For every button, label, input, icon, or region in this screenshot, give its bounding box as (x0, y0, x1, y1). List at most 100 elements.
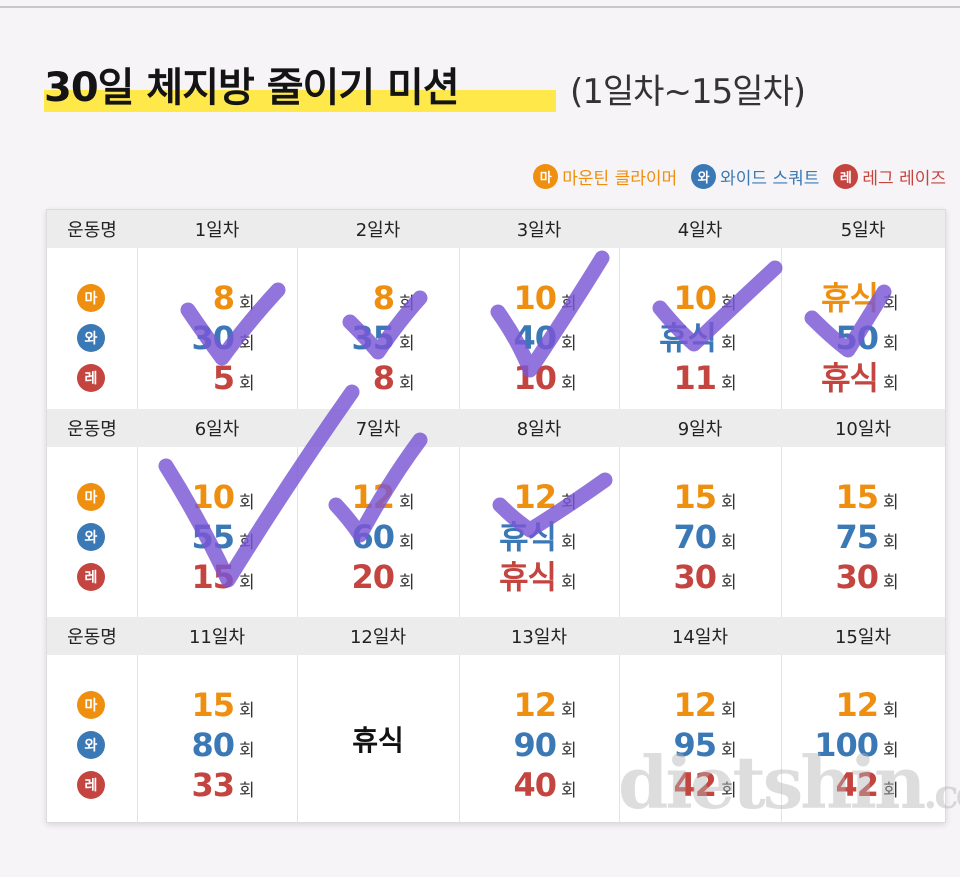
exercise-count-row: 50 회 (781, 318, 941, 358)
count-value: 75 (835, 518, 879, 556)
exercise-count-row: 100 회 (781, 725, 941, 765)
badge-ma: 마 (77, 483, 105, 511)
exercise-count-row: 80 회 (137, 725, 297, 765)
count-unit: 회 (561, 334, 577, 354)
count-value: 휴식 (499, 558, 557, 596)
day-cell: 10 회 휴식 회 11 회 (619, 248, 781, 409)
exercise-count-row: 70 회 (619, 517, 779, 557)
exercise-count-row: 42 회 (781, 765, 941, 805)
count-unit: 회 (239, 533, 255, 553)
count-unit: 회 (561, 294, 577, 314)
count-value: 15 (835, 478, 879, 516)
count-unit: 회 (561, 741, 577, 761)
exercise-count-row: 15 회 (619, 477, 779, 517)
count-value: 10 (513, 359, 557, 397)
count-value: 42 (835, 766, 879, 804)
day-header-row: 운동명 6일차 7일차 8일차 9일차 10일차 (47, 409, 945, 447)
exercise-count-row: 10 회 (137, 477, 297, 517)
watermark-text: dietshin (618, 740, 926, 825)
count-unit: 회 (721, 701, 737, 721)
day-label: 7일차 (355, 419, 401, 440)
exercise-count-row: 35 회 (297, 318, 457, 358)
exercise-count-row: 40 회 (459, 318, 619, 358)
top-divider (0, 6, 960, 8)
day-cell: 12 회 60 회 20 회 (297, 447, 459, 617)
count-value: 80 (191, 726, 235, 764)
exercise-count-row: 12 회 (619, 685, 779, 725)
count-unit: 회 (399, 533, 415, 553)
day-cell: 휴식 회 50 회 휴식 회 (781, 248, 945, 409)
badge-ma: 마 (77, 284, 105, 312)
count-value: 15 (191, 686, 235, 724)
column-divider (459, 210, 460, 822)
exercise-count-row: 12 회 (297, 477, 457, 517)
day-label: 8일차 (516, 419, 562, 440)
count-unit: 회 (883, 741, 899, 761)
exercise-count-row: 40 회 (459, 765, 619, 805)
exercise-count-row: 42 회 (619, 765, 779, 805)
badge-ma: 마 (533, 164, 559, 189)
column-divider (619, 210, 620, 822)
day-label: 10일차 (834, 419, 892, 440)
count-value: 12 (835, 686, 879, 724)
count-unit: 회 (399, 493, 415, 513)
legend-item-mountain-climber: 마 마운틴 클라이머 (533, 164, 677, 189)
count-value: 휴식 (821, 279, 879, 317)
count-unit: 회 (239, 294, 255, 314)
count-value: 35 (351, 319, 395, 357)
exercise-count-row: 15 회 (781, 477, 941, 517)
day-cell: 15 회 80 회 33 회 (137, 655, 297, 823)
legend-label: 와이드 스쿼트 (720, 169, 820, 189)
count-value: 8 (372, 279, 395, 317)
count-unit: 회 (883, 701, 899, 721)
day-label: 6일차 (194, 419, 240, 440)
rest-day-cell: 휴식 (352, 724, 404, 757)
count-unit: 회 (883, 334, 899, 354)
badge-wa: 와 (77, 324, 105, 352)
count-value: 30 (191, 319, 235, 357)
watermark: dietshin.com (618, 740, 960, 825)
day-cell: 8 회 35 회 8 회 (297, 248, 459, 409)
count-value: 5 (212, 359, 235, 397)
day-label: 15일차 (834, 627, 892, 648)
exercise-count-row: 60 회 (297, 517, 457, 557)
count-value: 20 (351, 558, 395, 596)
day-label: 12일차 (349, 627, 407, 648)
count-unit: 회 (721, 741, 737, 761)
exercise-count-row: 12 회 (459, 477, 619, 517)
day-cell: 12 회 95 회 42 회 (619, 655, 781, 823)
count-unit: 회 (399, 573, 415, 593)
day-cell: 8 회 30 회 5 회 (137, 248, 297, 409)
count-value: 90 (513, 726, 557, 764)
count-value: 95 (673, 726, 717, 764)
count-value: 42 (673, 766, 717, 804)
badge-re: 레 (77, 771, 105, 799)
count-unit: 회 (721, 294, 737, 314)
count-unit: 회 (239, 334, 255, 354)
count-value: 15 (191, 558, 235, 596)
count-unit: 회 (721, 493, 737, 513)
count-unit: 회 (399, 294, 415, 314)
badge-wa: 와 (691, 164, 717, 189)
exercise-count-row: 90 회 (459, 725, 619, 765)
count-value: 12 (513, 478, 557, 516)
exercise-count-row: 11 회 (619, 358, 779, 398)
day-label: 13일차 (510, 627, 568, 648)
count-value: 30 (673, 558, 717, 596)
count-unit: 회 (561, 781, 577, 801)
count-unit: 회 (239, 781, 255, 801)
exercise-count-row: 12 회 (459, 685, 619, 725)
badge-ma: 마 (77, 691, 105, 719)
badge-wa: 와 (77, 523, 105, 551)
day-label: 14일차 (671, 627, 729, 648)
legend-item-wide-squat: 와 와이드 스쿼트 (691, 164, 819, 189)
count-unit: 회 (399, 374, 415, 394)
count-unit: 회 (883, 493, 899, 513)
count-value: 12 (351, 478, 395, 516)
exercise-name-header: 운동명 (67, 220, 117, 241)
